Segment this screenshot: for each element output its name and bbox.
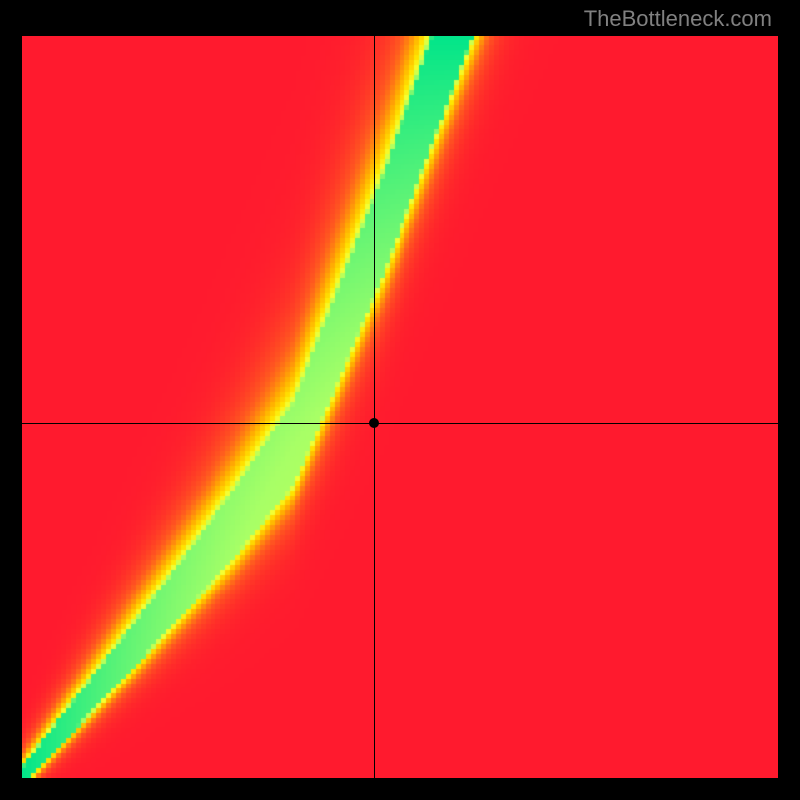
crosshair-vertical — [374, 36, 375, 778]
crosshair-horizontal — [22, 423, 778, 424]
heatmap-canvas — [22, 36, 778, 778]
watermark-text: TheBottleneck.com — [584, 6, 772, 32]
heatmap-chart — [22, 36, 778, 778]
crosshair-marker — [369, 418, 379, 428]
